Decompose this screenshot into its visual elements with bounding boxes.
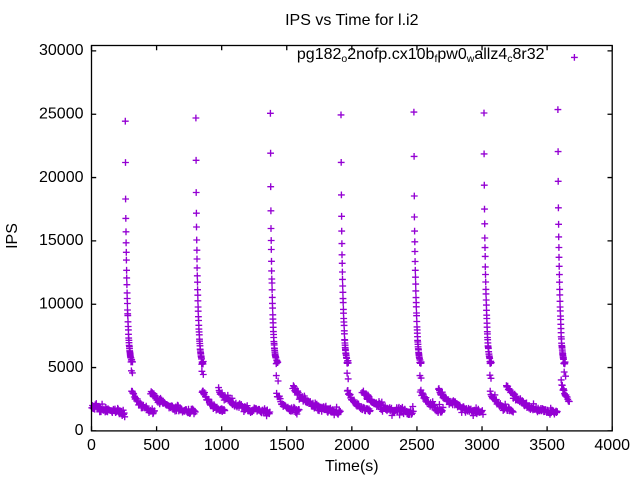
svg-text:10000: 10000 (39, 295, 84, 312)
svg-text:pg182o2nofp.cx10bfpw0wallz4c8r: pg182o2nofp.cx10bfpw0wallz4c8r32 (297, 46, 545, 65)
svg-text:3000: 3000 (464, 437, 500, 454)
svg-text:0: 0 (87, 437, 96, 454)
svg-text:25000: 25000 (39, 105, 84, 122)
svg-text:4000: 4000 (594, 437, 630, 454)
svg-text:IPS: IPS (4, 223, 21, 249)
svg-text:2000: 2000 (334, 437, 370, 454)
svg-text:30000: 30000 (39, 42, 84, 59)
svg-text:0: 0 (75, 422, 84, 439)
svg-text:1500: 1500 (269, 437, 305, 454)
svg-text:1000: 1000 (204, 437, 240, 454)
svg-text:15000: 15000 (39, 232, 84, 249)
svg-text:20000: 20000 (39, 169, 84, 186)
svg-text:500: 500 (143, 437, 170, 454)
svg-text:5000: 5000 (48, 359, 84, 376)
svg-text:IPS vs Time for l.i2: IPS vs Time for l.i2 (285, 12, 418, 29)
svg-text:Time(s): Time(s) (325, 458, 379, 475)
svg-text:3500: 3500 (529, 437, 565, 454)
svg-text:2500: 2500 (399, 437, 435, 454)
